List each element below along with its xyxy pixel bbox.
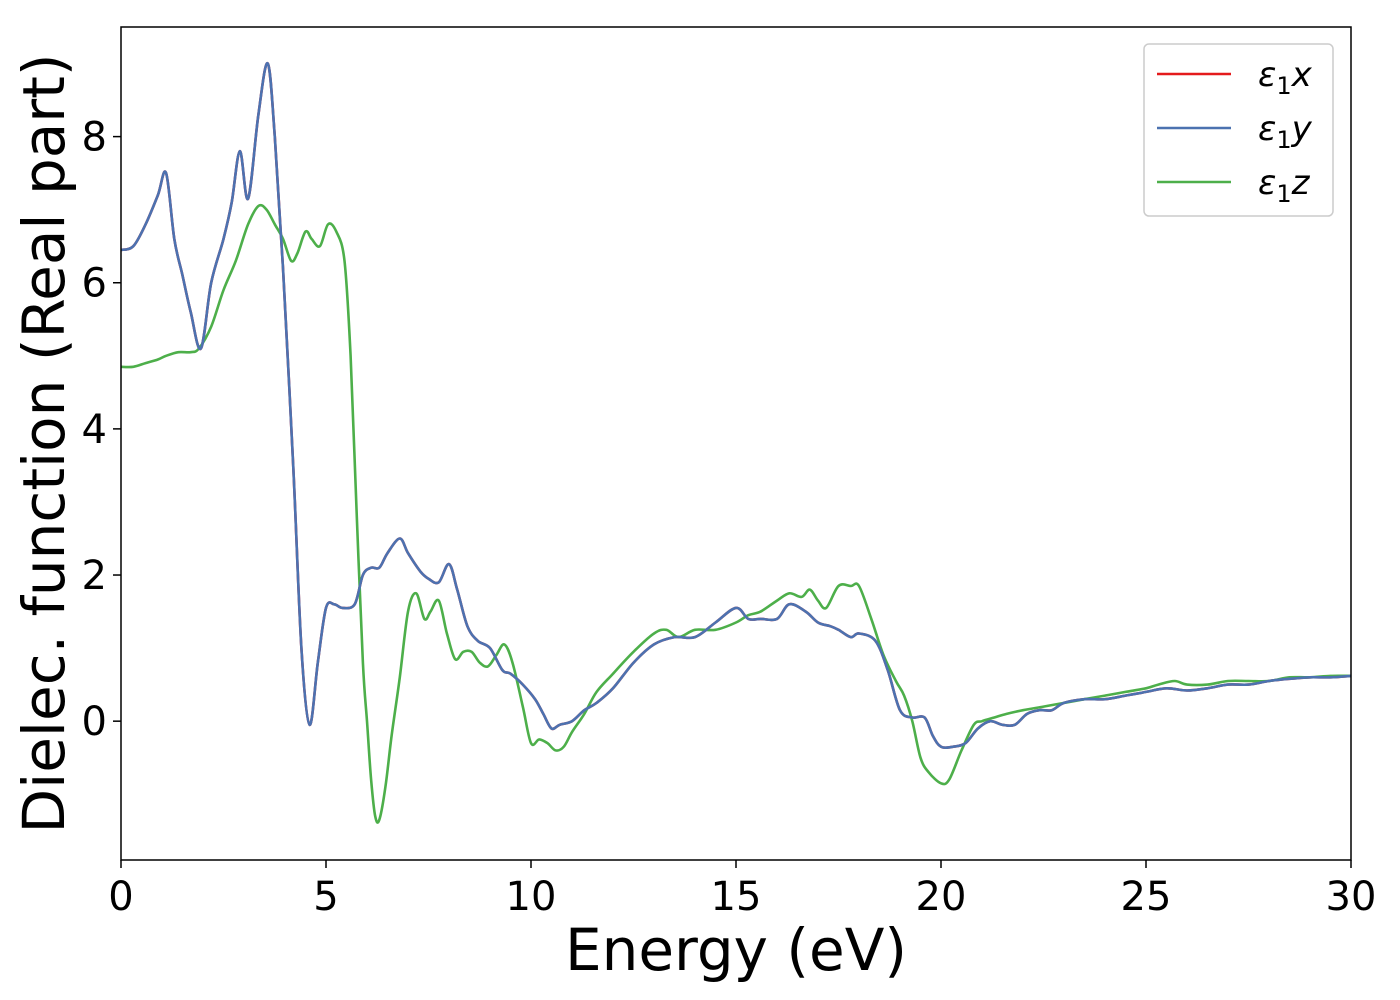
y-tick-label: 8 — [82, 115, 107, 161]
y-tick-label: 2 — [82, 553, 107, 599]
x-tick-label: 5 — [313, 874, 338, 920]
x-tick-label: 10 — [506, 874, 557, 920]
legend-label: ε1y — [1258, 109, 1313, 154]
legend: ε1x ε1y ε1z — [1143, 43, 1334, 217]
legend-label: ε1z — [1258, 163, 1311, 208]
x-tick-label: 15 — [711, 874, 762, 920]
series-line-2 — [121, 62, 1351, 750]
series-layer — [121, 62, 1351, 824]
series-line-3 — [121, 203, 1351, 824]
legend-box — [1143, 43, 1334, 217]
legend-label: ε1x — [1258, 55, 1313, 100]
y-axis-ticks: 0 2 4 6 8 — [82, 115, 121, 745]
x-tick-label: 0 — [108, 874, 133, 920]
y-tick-label: 0 — [82, 699, 107, 745]
y-tick-label: 4 — [82, 407, 107, 453]
x-tick-label: 25 — [1121, 874, 1172, 920]
x-axis-ticks: 0 5 10 15 20 25 30 — [108, 860, 1376, 920]
x-tick-label: 30 — [1326, 874, 1377, 920]
y-axis-title: Dielec. function (Real part) — [10, 53, 78, 833]
x-tick-label: 20 — [916, 874, 967, 920]
y-tick-label: 6 — [82, 261, 107, 307]
x-axis-title: Energy (eV) — [565, 916, 907, 984]
